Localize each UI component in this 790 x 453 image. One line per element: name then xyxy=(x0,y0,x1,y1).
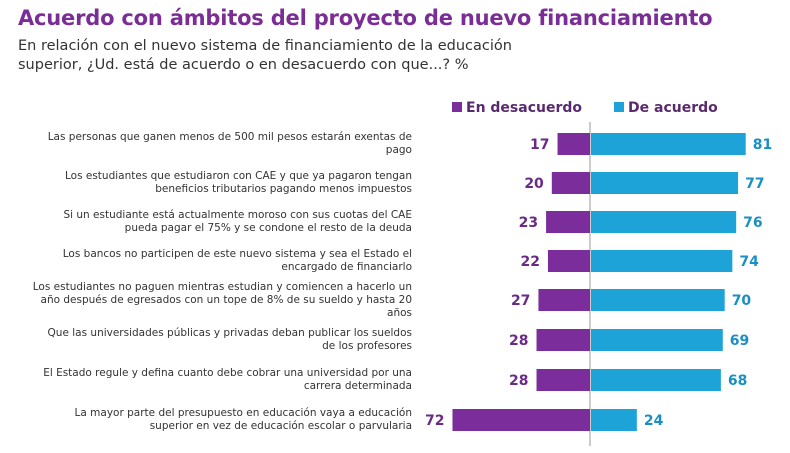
data-label-desacuerdo: 28 xyxy=(509,373,528,389)
bar-desacuerdo xyxy=(452,409,590,431)
legend-label: En desacuerdo xyxy=(466,100,583,116)
data-label-acuerdo: 74 xyxy=(739,254,759,270)
bar-desacuerdo xyxy=(546,211,590,233)
chart-subtitle: En relación con el nuevo sistema de fina… xyxy=(18,38,512,73)
data-label-acuerdo: 76 xyxy=(743,215,762,231)
category-label: Las personas que ganen menos de 500 mil … xyxy=(47,131,412,156)
category-label: Los estudiantes no paguen mientras estud… xyxy=(32,280,412,319)
legend-label: De acuerdo xyxy=(628,100,718,116)
data-label-desacuerdo: 27 xyxy=(511,293,530,309)
bar-acuerdo xyxy=(591,369,721,391)
legend-item-desacuerdo: En desacuerdo xyxy=(452,100,582,116)
data-label-desacuerdo: 20 xyxy=(524,176,544,192)
bar-desacuerdo xyxy=(551,172,590,194)
bar-desacuerdo xyxy=(536,369,590,391)
legend-swatch xyxy=(452,102,462,112)
bar-acuerdo xyxy=(591,329,723,351)
data-label-desacuerdo: 28 xyxy=(509,333,528,349)
bar-acuerdo xyxy=(591,211,737,233)
data-label-acuerdo: 77 xyxy=(745,176,764,192)
data-label-desacuerdo: 17 xyxy=(530,137,549,153)
category-label: Si un estudiante está actualmente moroso… xyxy=(63,209,412,234)
bar-desacuerdo xyxy=(557,133,590,155)
data-label-desacuerdo: 72 xyxy=(425,413,444,429)
category-label: Los estudiantes que estudiaron con CAE y… xyxy=(64,170,412,195)
data-label-acuerdo: 70 xyxy=(732,293,752,309)
chart-title: Acuerdo con ámbitos del proyecto de nuev… xyxy=(18,6,713,30)
category-label: Los bancos no participen de este nuevo s… xyxy=(62,248,412,273)
bar-acuerdo xyxy=(591,289,725,311)
category-label: Que las universidades públicas y privada… xyxy=(47,327,412,352)
bar-acuerdo xyxy=(591,133,746,155)
data-label-acuerdo: 69 xyxy=(730,333,749,349)
data-label-desacuerdo: 22 xyxy=(520,254,539,270)
data-label-acuerdo: 24 xyxy=(644,413,664,429)
bar-acuerdo xyxy=(591,409,637,431)
data-label-acuerdo: 68 xyxy=(728,373,747,389)
data-label-acuerdo: 81 xyxy=(753,137,772,153)
bar-acuerdo xyxy=(591,172,739,194)
bar-desacuerdo xyxy=(536,329,590,351)
legend-swatch xyxy=(614,102,624,112)
data-label-desacuerdo: 23 xyxy=(519,215,538,231)
category-label: El Estado regule y defina cuanto debe co… xyxy=(43,367,412,392)
legend-item-acuerdo: De acuerdo xyxy=(614,100,718,116)
category-label: La mayor parte del presupuesto en educac… xyxy=(74,407,412,432)
bar-desacuerdo xyxy=(538,289,590,311)
bar-desacuerdo xyxy=(547,250,590,272)
bar-acuerdo xyxy=(591,250,733,272)
